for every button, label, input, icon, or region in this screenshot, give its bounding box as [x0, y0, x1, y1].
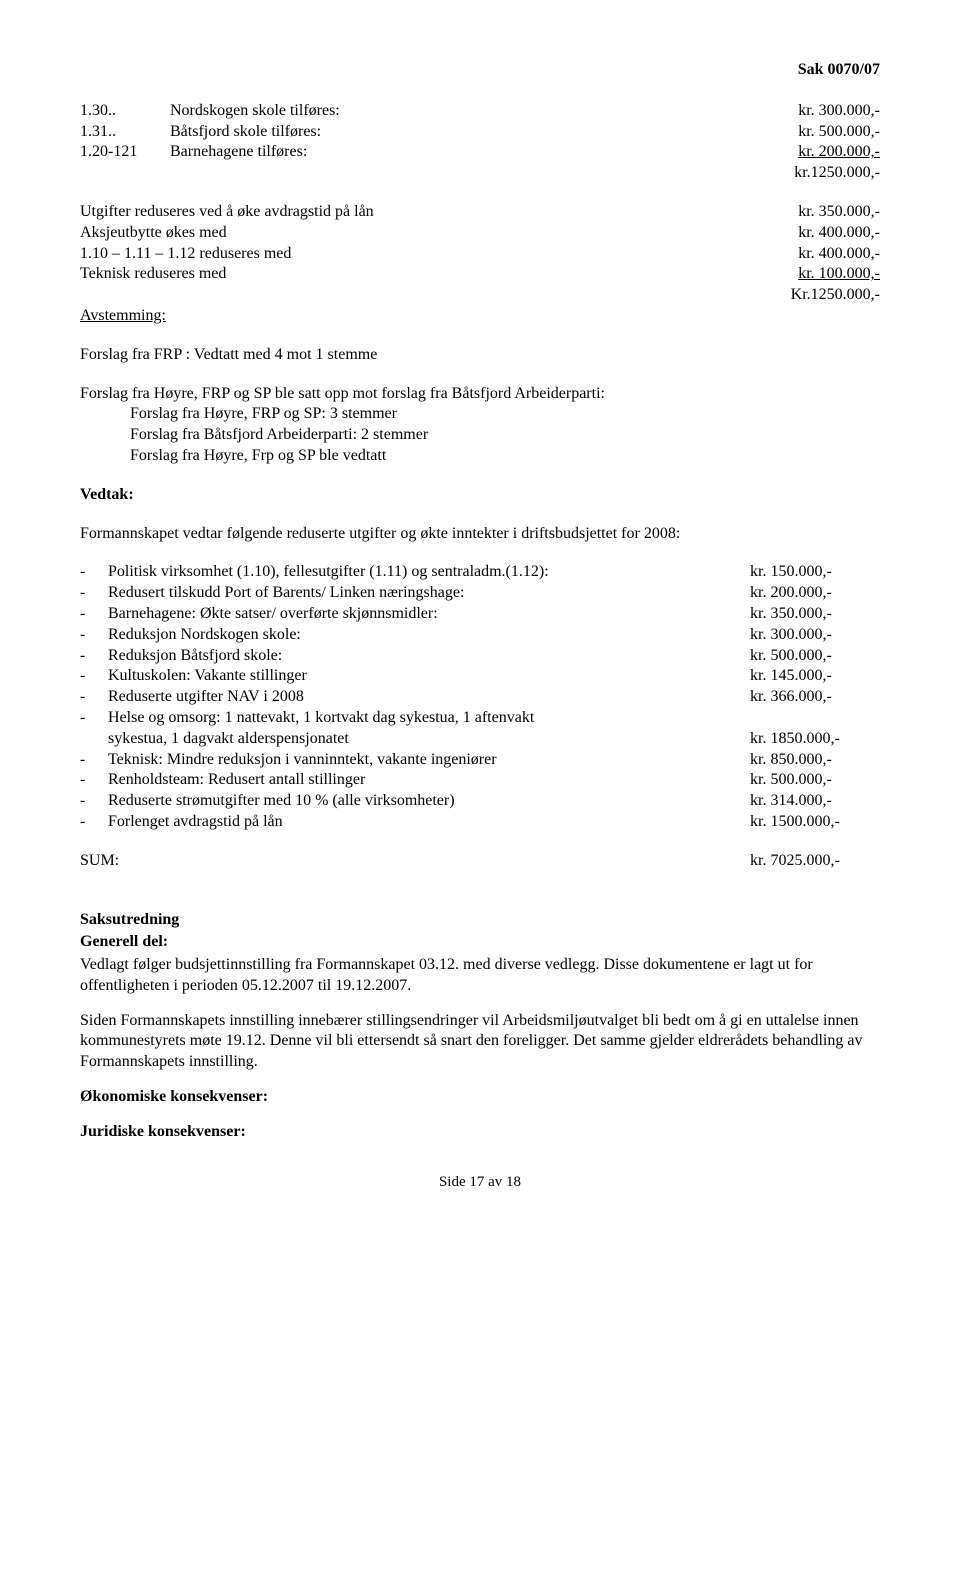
reduction-total-row: Kr.1250.000,- — [80, 285, 880, 306]
top-allocations: 1.30..Nordskogen skole tilføres: kr. 300… — [80, 101, 880, 184]
list-item: -Politisk virksomhet (1.10), fellesutgif… — [80, 562, 880, 583]
list-item: -Reduserte utgifter NAV i 2008kr. 366.00… — [80, 687, 880, 708]
item-text: Barnehagene: Økte satser/ overførte skjø… — [108, 604, 750, 625]
sum-label: SUM: — [80, 851, 750, 872]
list-item: -Redusert tilskudd Port of Barents/ Link… — [80, 583, 880, 604]
item-amount: kr. 300.000,- — [750, 625, 880, 646]
item-amount: kr. 150.000,- — [750, 562, 880, 583]
frp-proposal: Forslag fra FRP : Vedtatt med 4 mot 1 st… — [80, 345, 880, 366]
item-amount: kr. 350.000,- — [750, 604, 880, 625]
vedtak-heading: Vedtak: — [80, 485, 880, 506]
item-amount: kr. 500.000,- — [750, 770, 880, 791]
desc: Båtsfjord skole tilføres: — [170, 123, 321, 140]
alloc-row: 1.31..Båtsfjord skole tilføres: kr. 500.… — [80, 122, 880, 143]
sum-amount: kr. 7025.000,- — [750, 851, 880, 872]
desc: Aksjeutbytte økes med — [80, 223, 750, 244]
item-text: sykestua, 1 dagvakt alderspensjonatet — [108, 729, 750, 750]
list-item: -Forlenget avdragstid på lånkr. 1500.000… — [80, 812, 880, 833]
reduction-row: Utgifter reduseres ved å øke avdragstid … — [80, 202, 880, 223]
amount: kr.1250.000,- — [750, 163, 880, 184]
item-text: Kultuskolen: Vakante stillinger — [108, 666, 750, 687]
proposal-intro: Forslag fra Høyre, FRP og SP ble satt op… — [80, 384, 880, 405]
amount: Kr.1250.000,- — [750, 285, 880, 306]
item-text: Reduksjon Nordskogen skole: — [108, 625, 750, 646]
code: 1.31.. — [80, 122, 170, 143]
proposal-block: Forslag fra Høyre, FRP og SP ble satt op… — [80, 384, 880, 467]
item-text: Reduserte strømutgifter med 10 % (alle v… — [108, 791, 750, 812]
item-text: Helse og omsorg: 1 nattevakt, 1 kortvakt… — [108, 708, 750, 729]
item-text: Reduserte utgifter NAV i 2008 — [108, 687, 750, 708]
amount: kr. 400.000,- — [750, 223, 880, 244]
list-item-cont: sykestua, 1 dagvakt alderspensjonatetkr.… — [80, 729, 880, 750]
alloc-row: 1.20-121Barnehagene tilføres: kr. 200.00… — [80, 142, 880, 163]
juridiske-heading: Juridiske konsekvenser: — [80, 1122, 880, 1143]
code: 1.30.. — [80, 101, 170, 122]
amount: kr. 100.000,- — [750, 264, 880, 285]
proposal-line: Forslag fra Høyre, Frp og SP ble vedtatt — [80, 446, 880, 467]
item-amount: kr. 145.000,- — [750, 666, 880, 687]
desc: Utgifter reduseres ved å øke avdragstid … — [80, 202, 750, 223]
reduction-row: Teknisk reduseres med kr. 100.000,- — [80, 264, 880, 285]
desc: Nordskogen skole tilføres: — [170, 102, 340, 119]
amount: kr. 400.000,- — [750, 244, 880, 265]
item-text: Redusert tilskudd Port of Barents/ Linke… — [108, 583, 750, 604]
saksutredning-heading: Saksutredning — [80, 910, 880, 931]
case-number: Sak 0070/07 — [80, 60, 880, 81]
desc: Teknisk reduseres med — [80, 264, 750, 285]
item-amount: kr. 1500.000,- — [750, 812, 880, 833]
item-text: Forlenget avdragstid på lån — [108, 812, 750, 833]
list-item: -Kultuskolen: Vakante stillingerkr. 145.… — [80, 666, 880, 687]
item-text: Teknisk: Mindre reduksjon i vanninntekt,… — [108, 750, 750, 771]
alloc-total-row: kr.1250.000,- — [80, 163, 880, 184]
amount: kr. 350.000,- — [750, 202, 880, 223]
item-text: Renholdsteam: Redusert antall stillinger — [108, 770, 750, 791]
item-amount: kr. 1850.000,- — [750, 729, 880, 750]
item-amount: kr. 500.000,- — [750, 646, 880, 667]
siden-paragraph: Siden Formannskapets innstilling innebær… — [80, 1011, 880, 1073]
amount: kr. 200.000,- — [750, 142, 880, 163]
list-item: -Reduksjon Båtsfjord skole:kr. 500.000,- — [80, 646, 880, 667]
item-amount: kr. 200.000,- — [750, 583, 880, 604]
reductions: Utgifter reduseres ved å øke avdragstid … — [80, 202, 880, 327]
item-text: Reduksjon Båtsfjord skole: — [108, 646, 750, 667]
desc: 1.10 – 1.11 – 1.12 reduseres med — [80, 244, 750, 265]
item-amount: kr. 850.000,- — [750, 750, 880, 771]
sum-row: SUM: kr. 7025.000,- — [80, 851, 880, 872]
generell-paragraph: Vedlagt følger budsjettinnstilling fra F… — [80, 955, 880, 997]
okonomiske-heading: Økonomiske konsekvenser: — [80, 1087, 880, 1108]
reduction-row: Aksjeutbytte økes med kr. 400.000,- — [80, 223, 880, 244]
item-amount: kr. 366.000,- — [750, 687, 880, 708]
generell-heading: Generell del: — [80, 932, 880, 953]
list-item: -Teknisk: Mindre reduksjon i vanninntekt… — [80, 750, 880, 771]
vedtak-intro: Formannskapet vedtar følgende reduserte … — [80, 524, 880, 545]
list-item: -Reduserte strømutgifter med 10 % (alle … — [80, 791, 880, 812]
reduction-row: 1.10 – 1.11 – 1.12 reduseres med kr. 400… — [80, 244, 880, 265]
code: 1.20-121 — [80, 142, 170, 163]
item-amount: kr. 314.000,- — [750, 791, 880, 812]
proposal-line: Forslag fra Høyre, FRP og SP: 3 stemmer — [80, 404, 880, 425]
alloc-row: 1.30..Nordskogen skole tilføres: kr. 300… — [80, 101, 880, 122]
list-item: -Renholdsteam: Redusert antall stillinge… — [80, 770, 880, 791]
item-text: Politisk virksomhet (1.10), fellesutgift… — [108, 562, 750, 583]
desc: Barnehagene tilføres: — [170, 143, 307, 160]
amount: kr. 300.000,- — [750, 101, 880, 122]
voting-heading: Avstemming: — [80, 306, 880, 327]
vedtak-list: -Politisk virksomhet (1.10), fellesutgif… — [80, 562, 880, 832]
amount: kr. 500.000,- — [750, 122, 880, 143]
proposal-line: Forslag fra Båtsfjord Arbeiderparti: 2 s… — [80, 425, 880, 446]
list-item: -Barnehagene: Økte satser/ overførte skj… — [80, 604, 880, 625]
list-item: -Helse og omsorg: 1 nattevakt, 1 kortvak… — [80, 708, 880, 729]
page-footer: Side 17 av 18 — [80, 1173, 880, 1193]
list-item: -Reduksjon Nordskogen skole:kr. 300.000,… — [80, 625, 880, 646]
